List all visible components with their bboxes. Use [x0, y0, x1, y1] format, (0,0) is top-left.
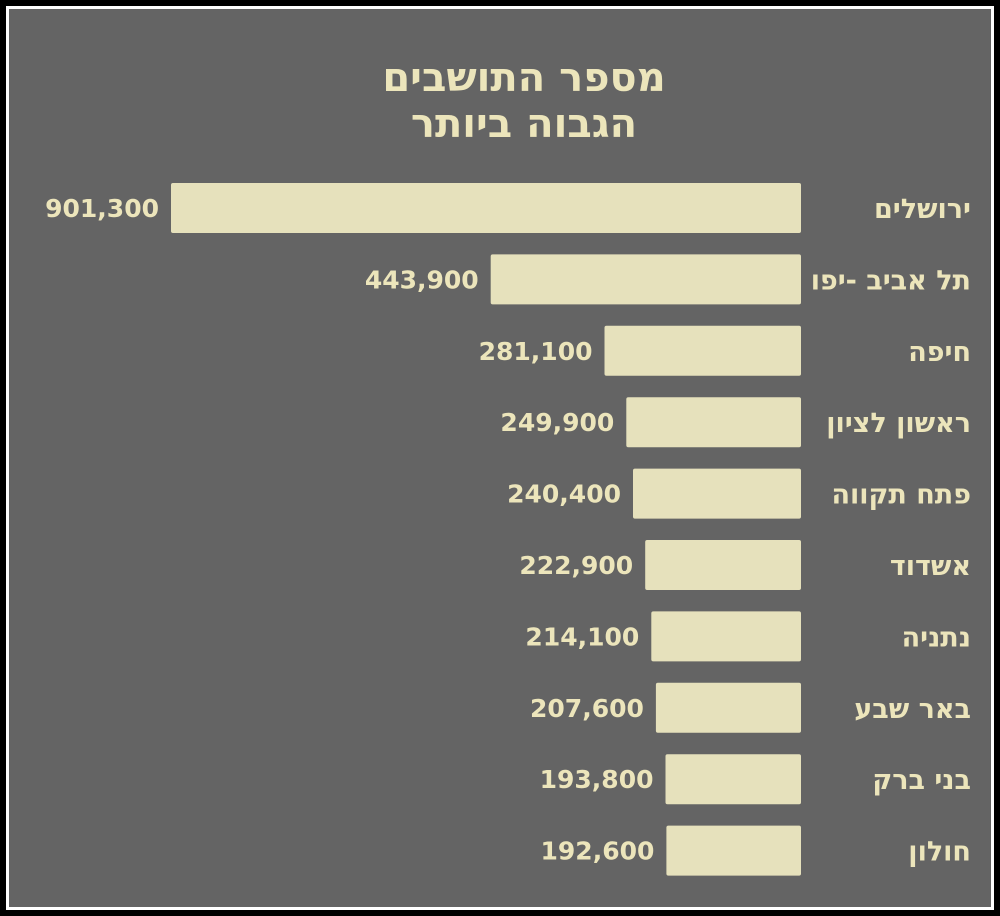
category-labels-group: ירושלים תל אביב -יפו חיפה ראשון לציון פתח תק… — [811, 194, 971, 868]
bar-value-label: 222,900 — [519, 551, 633, 580]
bar — [645, 540, 801, 590]
bar-value-label: 240,400 — [507, 480, 621, 509]
chart-title-line-1: מספר התושבים — [382, 55, 665, 101]
category-label: בני ברק — [872, 765, 971, 796]
bar — [655, 682, 801, 733]
category-label: ראשון לציון — [826, 408, 971, 439]
bar — [665, 754, 801, 805]
category-label: נתניה — [902, 622, 971, 653]
bar — [666, 825, 801, 876]
bar-value-label: 214,100 — [525, 622, 639, 651]
category-label: אשדוד — [890, 551, 971, 582]
category-label: פתח תקווה — [831, 480, 971, 511]
bar-value-label: 901,300 — [45, 194, 159, 223]
category-label: באר שבע — [854, 694, 971, 725]
bar — [604, 325, 801, 376]
bar-value-label: 249,900 — [500, 408, 614, 437]
bar-chart: מספר התושבים הגבוה ביותר 901,300 443,900 2… — [45, 55, 971, 876]
bar — [651, 611, 801, 662]
bar — [171, 183, 801, 233]
bar — [633, 468, 801, 519]
category-label: תל אביב -יפו — [811, 265, 971, 296]
bar-value-label: 192,600 — [541, 837, 655, 866]
bars-group — [171, 183, 801, 876]
category-label: חולון — [908, 837, 971, 868]
category-label: חיפה — [908, 337, 971, 368]
bar-value-label: 207,600 — [530, 694, 644, 723]
category-label: ירושלים — [874, 194, 971, 225]
bar — [626, 397, 801, 448]
chart-title-line-2: הגבוה ביותר — [411, 101, 637, 147]
bar-value-label: 281,100 — [479, 337, 593, 366]
chart-title: מספר התושבים הגבוה ביותר — [382, 55, 665, 147]
bar-value-label: 193,800 — [540, 765, 654, 794]
value-labels-group: 901,300 443,900 281,100 249,900 240,400 222,9… — [45, 194, 654, 866]
bar — [490, 254, 801, 305]
bar-value-label: 443,900 — [365, 265, 479, 294]
chart-frame: מספר התושבים הגבוה ביותר 901,300 443,900 2… — [6, 6, 994, 910]
